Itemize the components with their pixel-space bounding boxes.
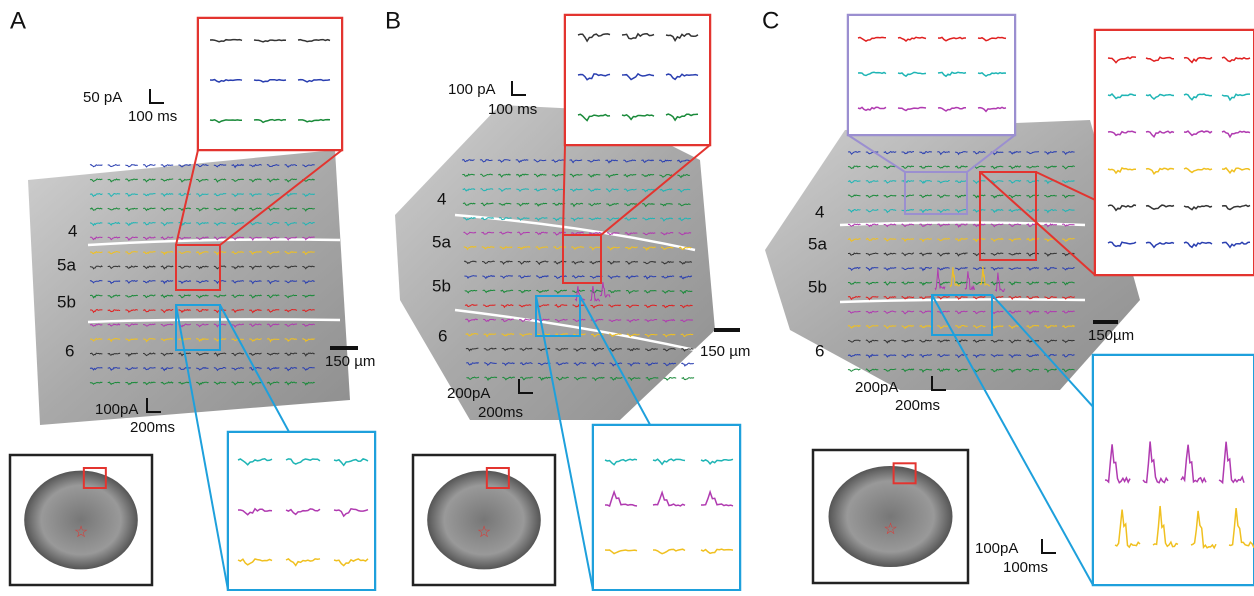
label: 100 ms	[488, 101, 537, 118]
brain	[829, 466, 953, 567]
label: 200pA	[855, 379, 898, 396]
inset-fill	[1094, 356, 1253, 584]
label: 100ms	[1003, 559, 1048, 576]
label: 150 µm	[325, 353, 375, 370]
trace	[848, 369, 861, 371]
label: 100pA	[95, 401, 138, 418]
star: ☆	[883, 521, 897, 538]
trace	[143, 165, 155, 167]
label: 200ms	[895, 397, 940, 414]
star: ☆	[477, 524, 491, 541]
scale-bar	[1042, 539, 1056, 553]
label: 150µm	[1088, 327, 1134, 344]
inset-fill	[594, 426, 739, 589]
inset-fill	[199, 19, 341, 149]
trace	[90, 165, 102, 167]
scale-bar	[512, 81, 526, 95]
label: 100pA	[975, 540, 1018, 557]
label: 5b	[432, 276, 451, 295]
trace	[108, 165, 120, 167]
label: 5a	[808, 234, 827, 253]
label: 200pA	[447, 385, 490, 402]
label: 200ms	[130, 419, 175, 436]
label: 50 pA	[83, 89, 122, 106]
label: 150 µm	[700, 343, 750, 360]
label: 5b	[808, 277, 827, 296]
figure: ☆☆☆A50 pA100 ms45a5b6150 µm100pA200msB10…	[0, 0, 1254, 591]
trace	[681, 363, 694, 366]
label: A	[10, 7, 26, 34]
label: 200ms	[478, 404, 523, 421]
trace	[682, 378, 695, 380]
label: 6	[438, 326, 447, 345]
inset-fill	[1096, 31, 1253, 274]
label: 6	[815, 341, 824, 360]
brain	[427, 471, 541, 570]
label: 6	[65, 341, 74, 360]
label: 5a	[57, 255, 76, 274]
scale-bar	[150, 89, 164, 103]
label: B	[385, 7, 401, 34]
label: 100 ms	[128, 108, 177, 125]
trace	[664, 378, 677, 381]
label: 4	[68, 221, 77, 240]
trace	[125, 165, 137, 167]
label: 5a	[432, 232, 451, 251]
label: 4	[437, 189, 446, 208]
brain	[24, 471, 138, 570]
label: 100 pA	[448, 81, 496, 98]
star: ☆	[74, 524, 88, 541]
label: C	[762, 7, 779, 34]
label: 5b	[57, 292, 76, 311]
label: 4	[815, 202, 824, 221]
